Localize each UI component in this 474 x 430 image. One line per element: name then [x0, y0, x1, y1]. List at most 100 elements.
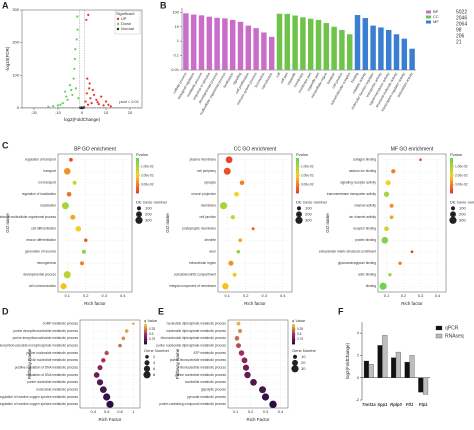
- y-tick-label: 2: [357, 352, 360, 357]
- dot: [389, 215, 394, 220]
- size-legend-label: 300: [459, 217, 466, 222]
- data-point: [81, 106, 85, 109]
- legend-swatch: [426, 15, 431, 19]
- size-legend-label: 200: [305, 211, 312, 216]
- size-legend-marker: [145, 355, 149, 359]
- dot: [381, 236, 389, 244]
- side-label: 2064: [456, 21, 467, 27]
- x-tick-label: 1: [132, 409, 135, 414]
- size-legend-marker: [295, 216, 303, 224]
- x-tick-label: Rplp0: [390, 402, 402, 407]
- dot: [228, 260, 234, 266]
- x-tick-label: 0.4: [280, 293, 286, 298]
- y-tick-label: regulation of localization: [22, 192, 56, 196]
- data-point: [56, 104, 60, 107]
- data-point: [71, 93, 74, 97]
- x-tick-label: localization: [222, 72, 234, 89]
- dot: [259, 386, 266, 394]
- color-tick-label: 0.75: [297, 337, 303, 341]
- x-tick-label: 0.8: [117, 409, 123, 414]
- size-legend-label: 100: [459, 205, 466, 210]
- dot: [118, 343, 122, 348]
- dot: [124, 329, 129, 333]
- dot: [225, 156, 233, 164]
- y-tick-label: purine nucleoside diphosphate metabolic …: [156, 344, 226, 348]
- bar: [370, 25, 376, 70]
- dot: [60, 283, 67, 290]
- x-tick-label: 0.1: [384, 293, 390, 298]
- y-tick-label: nucleoside diphosphate metabolic process: [166, 329, 226, 333]
- size-legend-label: 100: [145, 205, 152, 210]
- data-point: [68, 84, 72, 87]
- bar: [377, 345, 383, 378]
- dot: [238, 350, 245, 356]
- size-legend-marker: [450, 206, 456, 211]
- y-tick-label: extracellular matrix structural constitu…: [319, 250, 376, 254]
- data-point: [66, 98, 69, 101]
- y-tick-label: -2: [355, 397, 359, 402]
- bar: [391, 357, 397, 378]
- dot: [97, 365, 103, 371]
- bar: [276, 13, 283, 70]
- y-axis-label: GO name: [165, 213, 170, 233]
- x-tick-label: 0.2: [401, 293, 407, 298]
- data-point: [61, 102, 64, 105]
- data-point: [73, 67, 76, 70]
- color-tick-label: 0.75: [149, 337, 155, 341]
- size-legend-title: Gene Number: [144, 348, 170, 353]
- y-axis-label: log2(FoldChange): [345, 342, 350, 379]
- legend-label: RNAseq: [445, 333, 464, 339]
- data-point: [72, 77, 75, 80]
- legend-marker: [116, 22, 120, 26]
- data-point: [88, 82, 91, 85]
- size-legend-label: 8: [153, 372, 156, 377]
- dot: [81, 249, 86, 254]
- data-point: [107, 103, 110, 106]
- legend-label: qPCR: [445, 325, 459, 331]
- panel-label: C: [2, 140, 9, 150]
- y-tick-label: 100: [172, 9, 179, 14]
- y-axis-label: Pathway Name: [175, 348, 180, 379]
- size-legend-title: Gene Numbe: [292, 348, 317, 353]
- x-tick-label: cell part: [280, 72, 289, 84]
- y-tick-label: cell communication: [29, 284, 56, 288]
- bar: [261, 32, 267, 70]
- panel-label: F: [338, 306, 344, 316]
- x-tick-label: 0.3: [261, 293, 267, 298]
- y-tick-label: glycosaminoglycan binding: [338, 261, 376, 265]
- x-tick-label: 0.3: [418, 293, 424, 298]
- data-point: [88, 87, 91, 90]
- dot: [80, 261, 85, 266]
- size-legend-marker: [296, 211, 302, 218]
- x-tick-label: 10: [104, 110, 109, 115]
- x-tick-label: 0.2: [83, 293, 89, 298]
- x-tick-label: 0.1: [224, 293, 230, 298]
- bar: [307, 18, 314, 70]
- color-tick-label: 1.00e-02: [141, 165, 154, 169]
- legend-swatch: [435, 325, 443, 331]
- y-tick-label: transport: [43, 169, 56, 173]
- y-tick-label: 10: [175, 24, 180, 29]
- chart-title: BP GO enrichment: [74, 146, 116, 152]
- size-legend-marker: [296, 206, 302, 211]
- bar: [409, 355, 415, 378]
- x-axis-label: Rich factor: [401, 301, 423, 306]
- dot: [63, 271, 71, 279]
- size-legend-title: DE Gene number: [136, 199, 168, 204]
- dot: [93, 372, 100, 378]
- color-bar: [136, 158, 139, 194]
- y-tick-label: binding: [366, 284, 377, 288]
- legend-label: MF: [433, 19, 439, 24]
- y-tick-label: postsynaptic membrane: [182, 227, 216, 231]
- data-point: [52, 104, 55, 108]
- y-tick-label: 0: [357, 375, 360, 380]
- y-tick-label: collagen binding: [353, 158, 376, 162]
- dot: [236, 321, 241, 326]
- legend-marker: [116, 27, 120, 31]
- y-tick-label: purine nucleoside metabolic process: [26, 351, 78, 355]
- dot: [61, 202, 69, 210]
- x-tick-label: cell: [275, 72, 281, 79]
- bar: [409, 48, 415, 70]
- x-tick-label: 0.3: [101, 293, 107, 298]
- y-tick-label: localization: [40, 204, 56, 208]
